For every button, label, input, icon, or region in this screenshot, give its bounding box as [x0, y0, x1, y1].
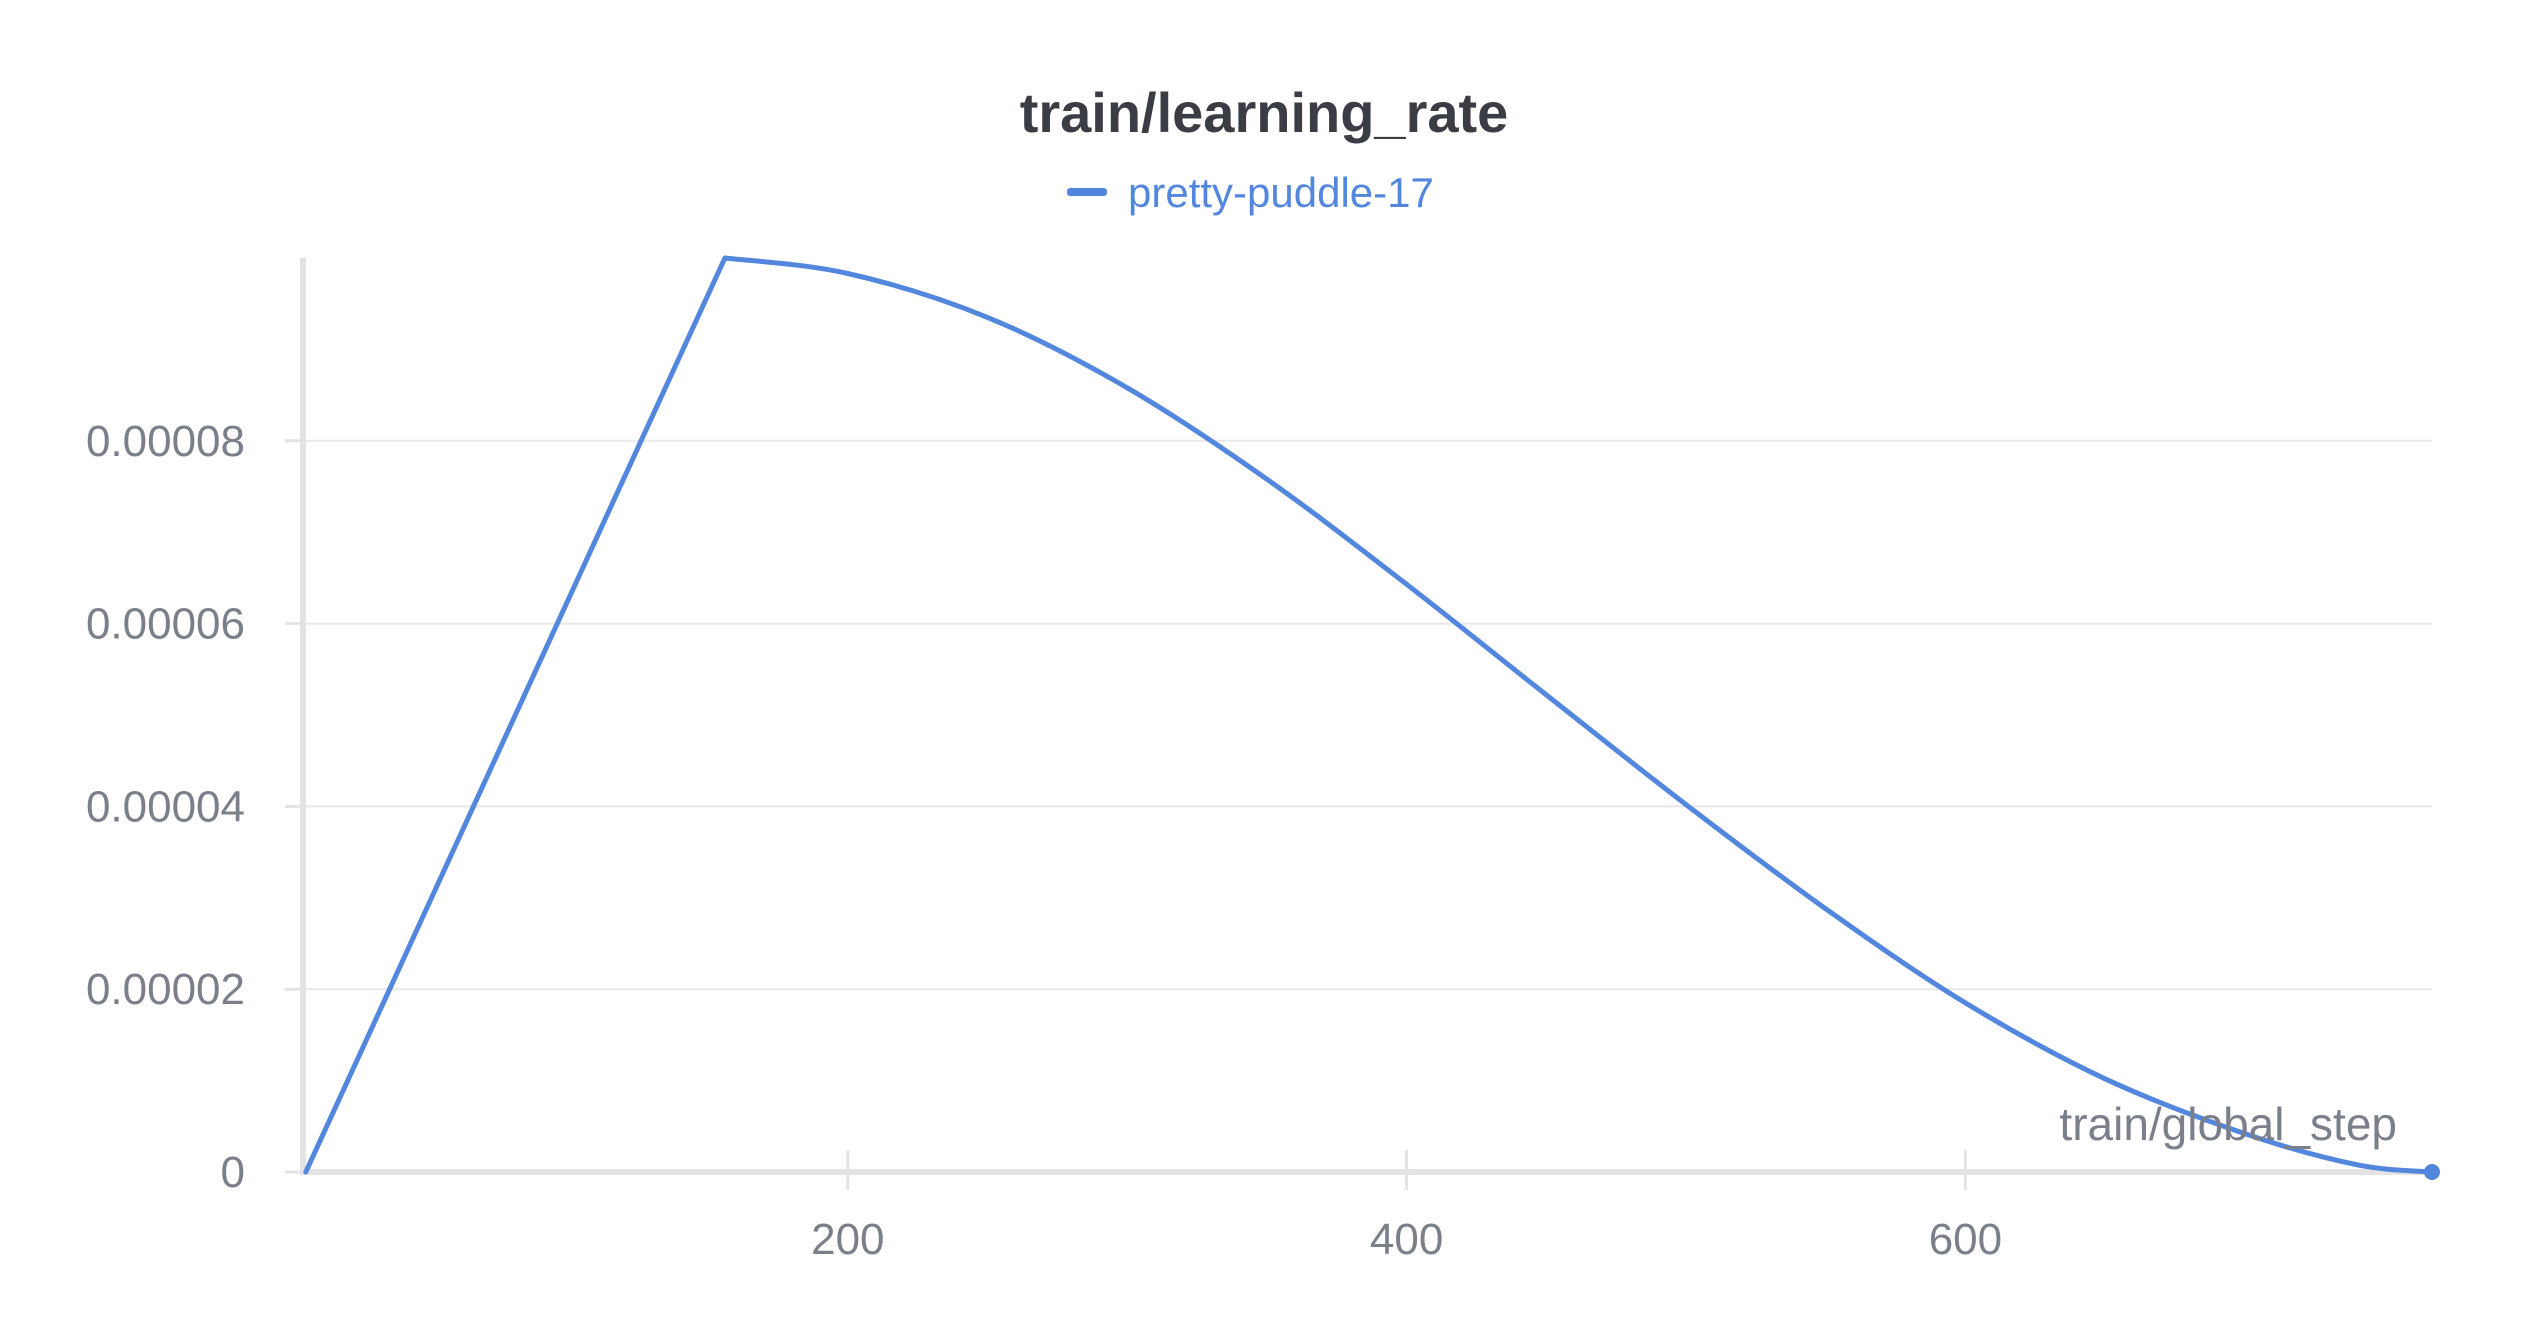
- axes: [300, 258, 2432, 1175]
- series-endpoint-marker: [2424, 1164, 2440, 1180]
- chart-title: train/learning_rate: [1020, 81, 1509, 144]
- series-layer: [303, 255, 2440, 1180]
- y-tick-label: 0.00006: [86, 600, 245, 649]
- grid: [303, 439, 2432, 991]
- legend-label: pretty-puddle-17: [1128, 169, 1434, 216]
- y-tick-label: 0.00002: [86, 965, 245, 1014]
- x-tick-label: 200: [811, 1215, 884, 1264]
- legend-swatch: [1067, 188, 1107, 196]
- legend[interactable]: pretty-puddle-17: [1067, 169, 1434, 216]
- y-tick-label: 0: [221, 1148, 245, 1197]
- series-line-pretty-puddle-17: [303, 255, 2435, 1175]
- x-tick-label: 400: [1370, 1215, 1443, 1264]
- x-axis-ticks: 200 400 600: [811, 1150, 2002, 1264]
- x-tick-label: 600: [1929, 1215, 2002, 1264]
- y-tick-label: 0.00008: [86, 417, 245, 466]
- y-tick-label: 0.00004: [86, 782, 245, 831]
- y-axis-ticks: 0 0.00002 0.00004 0.00006 0.00008: [86, 417, 303, 1197]
- x-axis-label: train/global_step: [2059, 1098, 2397, 1150]
